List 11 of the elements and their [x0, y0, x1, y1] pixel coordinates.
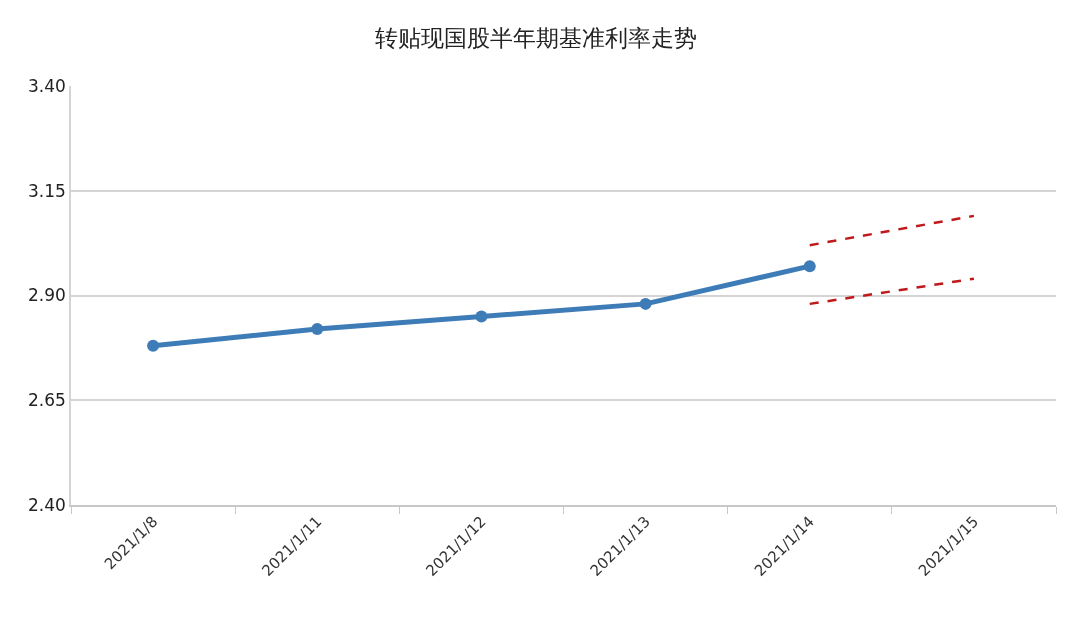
y-tick-label: 2.90: [27, 285, 66, 306]
point: [639, 297, 652, 310]
point: [311, 323, 324, 336]
y-tick-label: 2.40: [27, 494, 66, 515]
y-tick-label: 2.65: [27, 390, 66, 411]
point: [475, 310, 488, 323]
point: [803, 260, 816, 273]
y-tick-label: 3.40: [27, 75, 66, 96]
y-tick-label: 3.15: [27, 180, 66, 201]
point: [147, 339, 160, 352]
chart-title: 转贴现国股半年期基准利率走势: [374, 25, 697, 52]
